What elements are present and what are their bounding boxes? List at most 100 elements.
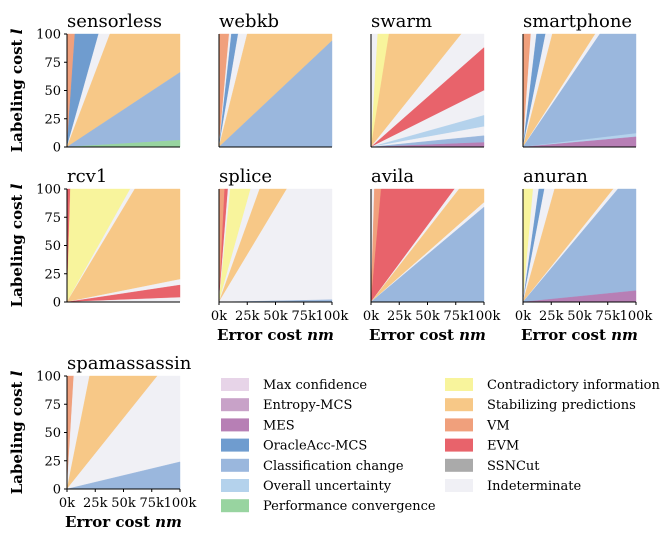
legend-swatch [221,418,249,432]
legend-label: EVM [487,439,519,454]
subplot-title: anuran [523,166,588,187]
y-tick-label: 0 [53,483,61,498]
y-tick-label: 75 [44,398,61,413]
x-tick-label: 50k [263,309,288,324]
x-tick-label: 50k [415,309,440,324]
legend-label: Entropy-MCS [263,398,352,413]
legend-item-stabilizing-predictions: Stabilizing predictions [445,398,636,413]
legend-item-overall-uncertainty: Overall uncertainty [221,479,392,494]
legend-swatch [445,458,473,472]
y-tick-label: 100 [36,183,61,198]
subplot-avila: avila 0k 25k 50k 75k 100k Error cost nm [363,166,501,344]
legend-item-entropy-mcs: Entropy-MCS [221,398,352,413]
legend-item-oracleacc-mcs: OracleAcc-MCS [221,438,367,454]
y-tick-label: 75 [44,56,61,71]
x-tick-label: 25k [83,496,108,511]
legend-label: VM [486,418,510,433]
x-tick-label: 0k [363,309,379,324]
x-tick-label: 50k [111,496,136,511]
legend-swatch [445,418,473,432]
legend-item-max-confidence: Max confidence [221,378,367,393]
subplot-webkb: webkb [218,11,333,148]
subplot-title: avila [371,166,414,187]
legend-swatch [445,398,473,412]
legend-label: OracleAcc-MCS [263,439,367,454]
subplot-splice: splice 0k 25k 50k 75k 100k Error cost nm [211,166,349,344]
legend-label: Stabilizing predictions [487,398,636,413]
subplot-title: splice [219,166,272,187]
subplot-rcv1: rcv1 0 25 50 75 100 Labeling cost l [8,166,181,311]
subplot-sensorless: sensorless 0 25 50 75 100 Labeling cost l [8,11,181,156]
y-axis-label: Labeling cost l [8,183,26,307]
subplot-title: webkb [219,11,279,32]
x-tick-label: 0k [211,309,227,324]
y-tick-label: 0 [53,296,61,311]
x-tick-label: 75k [444,309,469,324]
legend-swatch [445,438,473,452]
x-tick-label: 100k [620,309,653,324]
subplot-spamassassin: spamassassin 0 25 50 75 100 0k 25k 50k 75k 100k Err… [8,353,196,531]
legend-label: MES [263,418,295,433]
subplot-title: sensorless [67,11,162,32]
x-tick-label: 100k [468,309,501,324]
x-tick-label: 75k [596,309,621,324]
legend-swatch [221,499,249,513]
legend-swatch [445,378,473,391]
x-tick-label: 75k [292,309,317,324]
legend-item-evm: EVM [445,438,519,454]
y-tick-label: 75 [44,211,61,226]
legend-item-mes: MES [221,418,295,433]
legend-label: Contradictory information [487,378,661,393]
legend-label: Overall uncertainty [263,479,392,494]
x-tick-label: 25k [235,309,260,324]
legend-item-indeterminate: Indeterminate [445,479,581,494]
legend-label: Max confidence [263,378,367,393]
legend-item-performance-convergence: Performance convergence [221,499,436,514]
x-tick-label: 50k [567,309,592,324]
y-tick-label: 0 [53,141,61,156]
legend-item-ssncut: SSNCut [445,458,540,474]
legend-item-classification-change: Classification change [221,458,404,474]
x-axis-label: Error cost nm [521,326,638,344]
subplot-anuran: anuran 0k 25k 50k 75k 100k Error cost nm [515,166,653,344]
y-axis-label: Labeling cost l [8,370,26,494]
y-tick-label: 100 [36,370,61,385]
legend-item-vm: VM [445,418,510,433]
x-axis-label: Error cost nm [217,326,334,344]
y-tick-label: 50 [44,239,61,254]
y-tick-label: 25 [44,112,61,127]
y-tick-label: 100 [36,28,61,43]
subplot-smartphone: smartphone [522,11,637,148]
legend-swatch [221,398,249,412]
x-tick-label: 100k [316,309,349,324]
subplot-title: smartphone [523,11,632,32]
legend-label: Classification change [263,459,404,474]
legend-label: Indeterminate [487,479,581,494]
subplot-title: swarm [371,11,432,32]
y-axis-label: Labeling cost l [8,28,26,152]
legend-swatch [445,479,473,492]
x-tick-label: 25k [539,309,564,324]
y-tick-label: 25 [44,454,61,469]
legend-swatch [221,378,249,391]
legend-item-contradictory-information: Contradictory information [445,378,661,393]
subplot-title: spamassassin [67,353,192,374]
legend-swatch [221,479,249,492]
legend-label: Performance convergence [263,499,436,514]
x-axis-label: Error cost nm [369,326,486,344]
x-axis-label: Error cost nm [65,513,182,531]
y-tick-label: 50 [44,84,61,99]
legend-swatch [221,438,249,452]
subplot-swarm: swarm [370,11,485,148]
x-tick-label: 0k [515,309,531,324]
x-tick-label: 0k [59,496,75,511]
legend: Max confidence Entropy-MCS MES OracleAcc-MC… [221,378,661,514]
x-tick-label: 25k [387,309,412,324]
y-tick-label: 25 [44,267,61,282]
x-tick-label: 75k [140,496,165,511]
subplot-title: rcv1 [67,166,107,187]
legend-swatch [221,458,249,472]
legend-label: SSNCut [487,459,540,474]
y-tick-label: 50 [44,426,61,441]
